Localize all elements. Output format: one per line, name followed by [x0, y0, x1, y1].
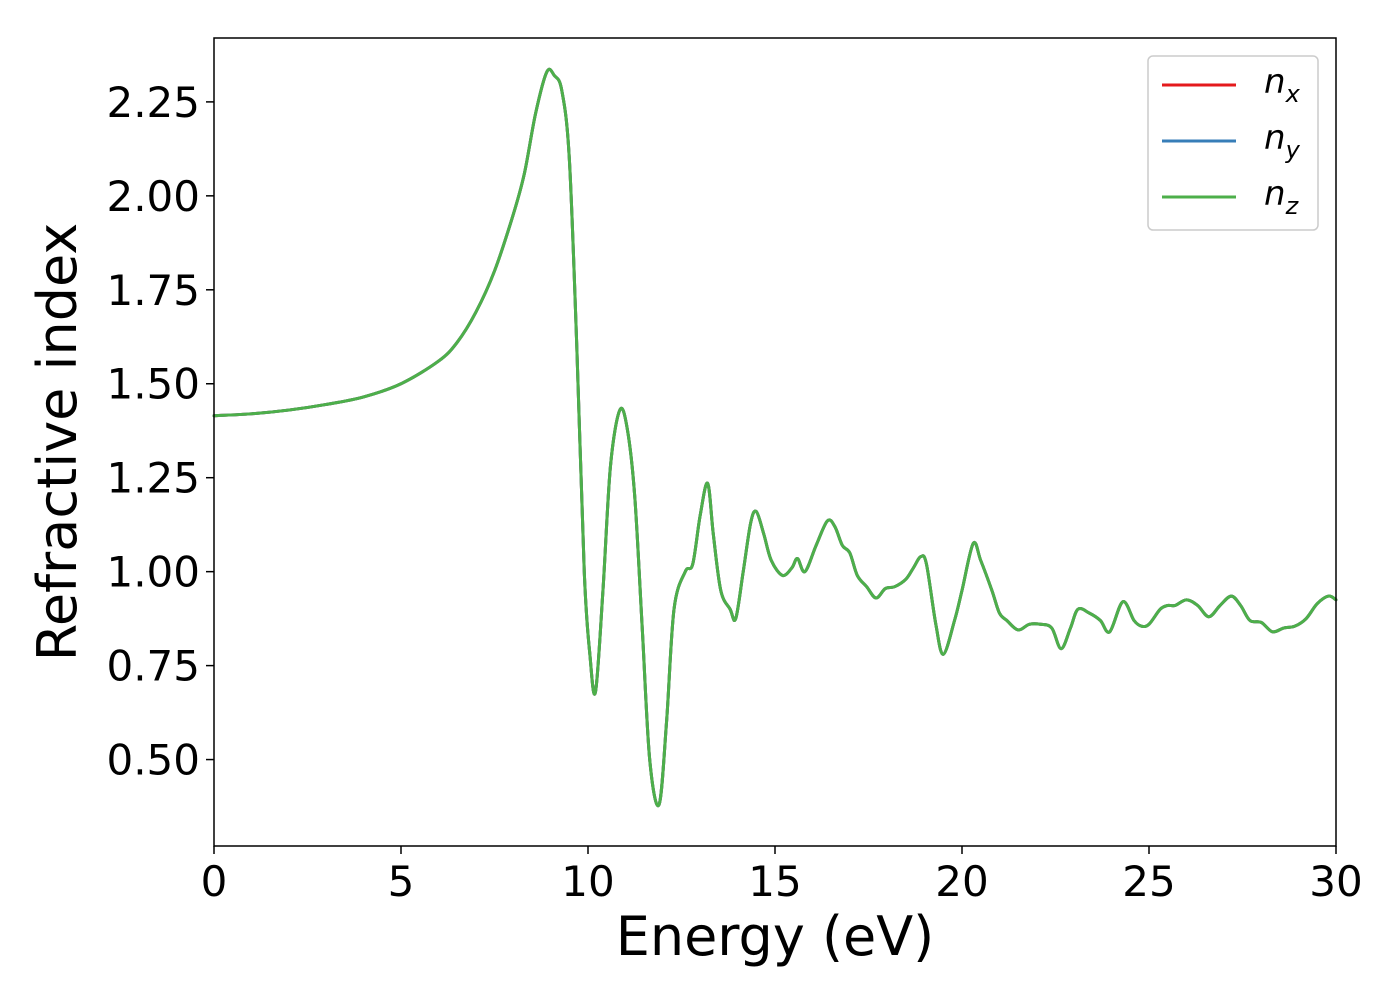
series-line-n-z	[212, 67, 1338, 808]
y-axis-label: Refractive index	[26, 223, 89, 662]
series-layer	[212, 67, 1338, 808]
x-tick-label: 0	[201, 857, 228, 906]
legend-label-n-z: nz	[1264, 174, 1300, 220]
y-tick-label: 1.75	[106, 266, 200, 315]
y-tick-label: 2.00	[106, 172, 200, 221]
y-tick-label: 1.25	[106, 454, 200, 503]
legend: nx ny nz	[1147, 55, 1319, 231]
x-tick-label: 25	[1122, 857, 1175, 906]
legend-label-n-x: nx	[1264, 62, 1301, 108]
y-axis-ticks: 0.50 0.75 1.00 1.25 1.50 1.75 2.00 2.25	[106, 78, 214, 785]
x-axis-ticks: 0 5 10 15 20 25 30	[201, 846, 1363, 906]
x-tick-label: 5	[388, 857, 415, 906]
y-tick-label: 1.50	[106, 360, 200, 409]
y-tick-label: 0.75	[106, 642, 200, 691]
legend-box	[1147, 55, 1319, 231]
y-tick-label: 1.00	[106, 548, 200, 597]
x-tick-label: 10	[561, 857, 614, 906]
y-tick-label: 2.25	[106, 78, 200, 127]
x-tick-label: 20	[935, 857, 988, 906]
x-tick-label: 30	[1309, 857, 1362, 906]
x-axis-label: Energy (eV)	[616, 905, 935, 968]
legend-label-n-y: ny	[1264, 118, 1301, 164]
x-tick-label: 15	[748, 857, 801, 906]
y-tick-label: 0.50	[106, 736, 200, 785]
